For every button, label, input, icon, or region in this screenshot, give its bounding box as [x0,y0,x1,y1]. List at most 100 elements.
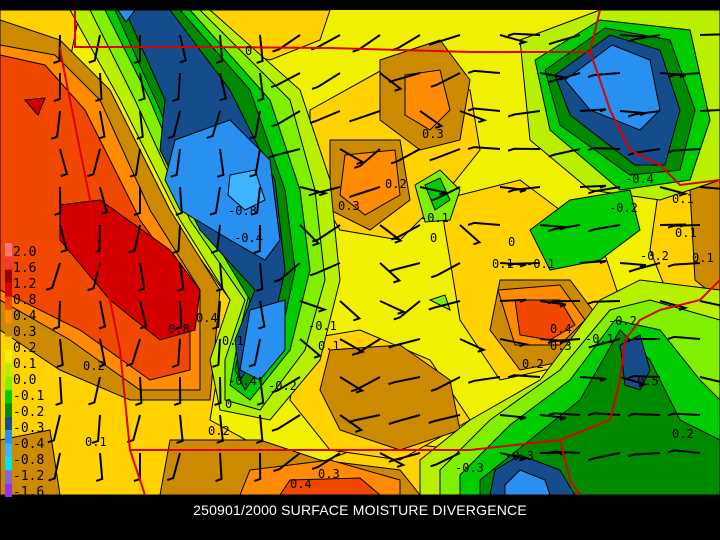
contour-label: -0.2 [640,249,669,263]
wind-barb [388,262,421,273]
wind-barb [174,300,183,330]
wind-barb [467,69,501,74]
contour-label: -0.4 [228,374,257,388]
wind-barb [459,110,488,124]
legend-label: -0.1 [13,389,44,404]
wind-barb [87,262,101,292]
wind-barb [579,184,607,189]
contour-label: -0.1 [526,257,555,271]
wind-barb [388,72,421,84]
legend-swatch [5,243,12,257]
wind-barb [351,338,381,356]
legend-swatch [5,296,12,310]
wind-barb [390,224,421,241]
wind-barb [55,376,63,406]
wind-barb [215,34,224,64]
legend-swatch [5,283,12,297]
wind-barb [667,224,701,229]
wind-barb [271,376,301,394]
legend-label: -0.3 [13,421,44,436]
wind-barb [59,148,69,178]
wind-barb [339,376,365,394]
wind-barb [177,262,185,292]
contour-label: 0.1 [85,435,107,449]
legend-label: -0.2 [13,405,44,420]
contour-label: -0.2 [268,379,297,393]
wind-barb [250,186,261,216]
wind-barb [253,452,262,482]
wind-barb [53,72,61,102]
wind-barb [271,414,301,432]
wind-barb [139,300,148,330]
wind-barb [659,186,689,197]
wind-barb [175,186,183,216]
wind-barb [667,412,701,417]
wind-barb [379,452,406,468]
contour-label: 0 [508,235,515,249]
wind-barb [379,224,403,244]
color-legend: 2.01.61.20.80.40.30.20.10.0-0.1-0.2-0.3-… [5,243,44,500]
wind-barb [95,72,103,102]
wind-barb [339,148,365,165]
wind-barb [667,335,701,340]
wind-barb [217,148,225,178]
contour-label: 0.3 [550,339,572,353]
legend-label: -1.2 [13,469,44,484]
wind-barb [88,376,101,406]
wind-barb [249,110,261,140]
legend-swatch [5,483,12,497]
legend-swatch [5,430,12,444]
wind-barb [419,186,450,196]
legend-swatch [5,403,12,417]
wind-barb [430,452,461,468]
wind-barb [47,414,61,444]
legend-swatch [5,309,12,324]
wind-barb [135,376,143,406]
wind-barb [699,33,720,37]
wind-barb [88,34,101,64]
contour-label: -0.2 [609,201,638,215]
wind-barb [349,110,381,123]
contour-label: 0 [430,231,437,245]
wind-barb [87,148,101,178]
wind-barb [547,224,581,233]
wind-barb [312,224,341,243]
wind-barb [430,72,461,88]
wind-barb [210,224,221,254]
wind-barb [249,148,261,178]
wind-barb [459,224,482,246]
legend-label: -0.8 [13,453,44,468]
wind-barb [428,34,461,46]
wind-barb [547,412,581,417]
wind-barb [507,262,541,267]
contour-label: 0.3 [318,467,340,481]
contour-label: 0.8 [168,322,190,336]
wind-barb [256,376,265,406]
legend-label: 1.2 [13,277,36,292]
contour-label: 0.1 [675,226,697,240]
wind-barb [627,375,661,380]
wind-barb [273,262,301,283]
wind-barb [98,110,106,140]
contour-label: -0.1 [420,211,449,225]
legend-label: 0.2 [13,341,36,356]
wind-barb [166,452,181,482]
legend-label: -0.4 [13,437,44,452]
wind-barbs [45,32,720,482]
wind-barb [499,262,527,268]
wind-barb [308,186,341,197]
wind-barb [587,72,621,78]
contour-label: 0.3 [338,199,360,213]
legend-swatch [5,363,12,377]
contour-label: -0.5 [630,374,659,388]
legend-swatch [5,470,12,484]
wind-barb [588,452,621,462]
wind-barb [659,300,689,311]
wind-barb [430,262,461,279]
wind-barb [136,110,144,140]
wind-barb [270,72,301,89]
wind-barb [547,450,581,455]
wind-barb [311,72,341,90]
contour-label: 0.1 [318,339,340,353]
